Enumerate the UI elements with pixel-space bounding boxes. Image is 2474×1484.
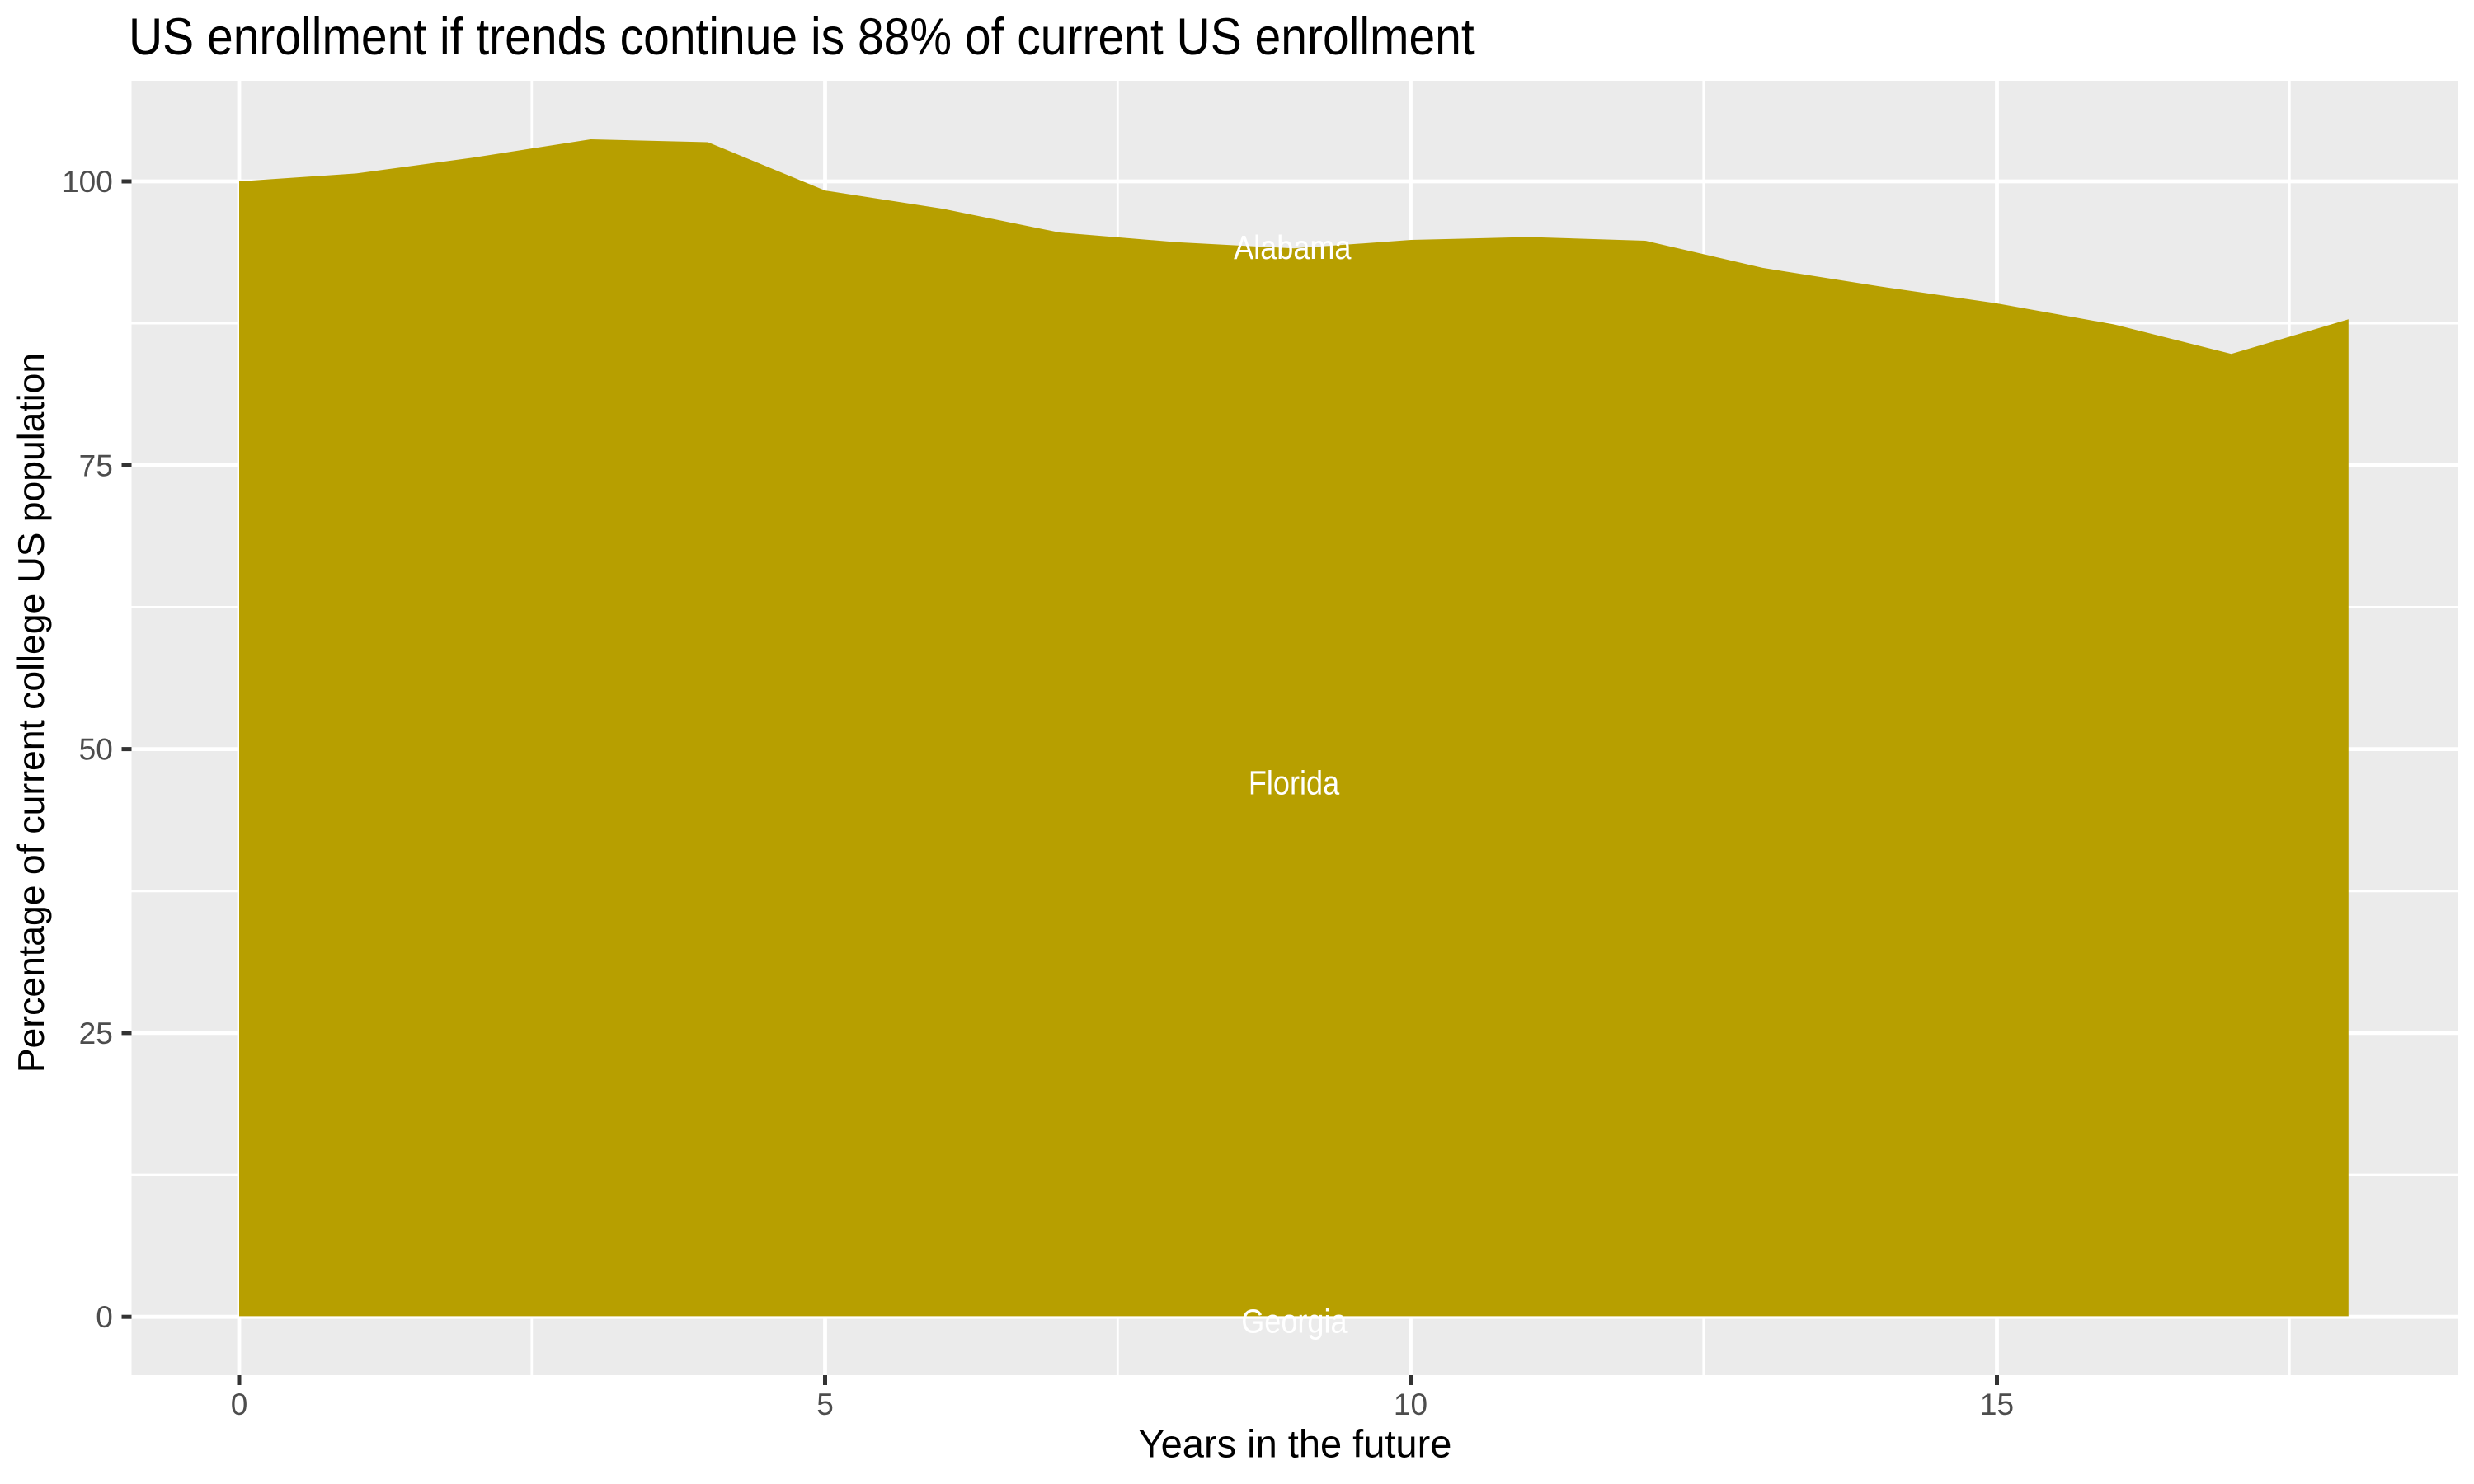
svg-text:25: 25: [79, 1017, 113, 1050]
svg-text:0: 0: [96, 1300, 113, 1334]
svg-text:15: 15: [1980, 1388, 2014, 1421]
svg-text:5: 5: [816, 1388, 834, 1421]
svg-text:Alabama: Alabama: [1234, 229, 1352, 267]
svg-text:Georgia: Georgia: [1241, 1303, 1348, 1341]
svg-text:10: 10: [1394, 1388, 1427, 1421]
svg-text:0: 0: [231, 1388, 248, 1421]
svg-text:50: 50: [79, 733, 113, 767]
svg-text:US enrollment if trends contin: US enrollment if trends continue is 88% …: [129, 7, 1475, 66]
svg-text:100: 100: [62, 165, 113, 199]
svg-text:Florida: Florida: [1249, 765, 1340, 803]
svg-text:Years in the future: Years in the future: [1139, 1422, 1452, 1466]
svg-text:75: 75: [79, 448, 113, 482]
svg-text:Percentage of current college: Percentage of current college US populat…: [12, 353, 52, 1073]
